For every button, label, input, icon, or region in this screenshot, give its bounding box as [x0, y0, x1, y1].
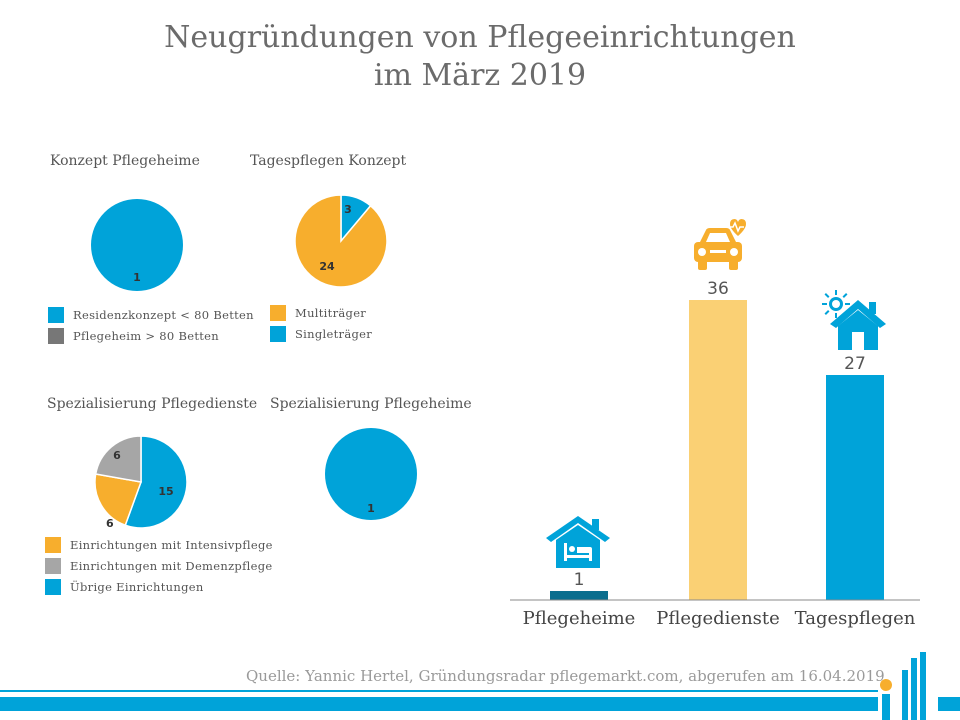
pie-slice [94, 473, 143, 527]
pie-slice-label: 24 [319, 260, 335, 273]
bar-category-label: Pflegedienste [656, 608, 780, 629]
bar [826, 375, 884, 600]
pie3-title: Spezialisierung Pflegedienste [47, 396, 258, 412]
pie-slice [294, 194, 388, 288]
pie1-chart: 1 [91, 199, 183, 291]
legend-label: Residenzkonzept < 80 Betten [73, 307, 254, 322]
pie1-title: Konzept Pflegeheime [50, 153, 200, 169]
pie3-chart: 15 6 [94, 435, 188, 529]
house-sun-icon [822, 290, 886, 350]
footer-line [0, 690, 880, 692]
pie-slice-label: 1 [367, 502, 375, 515]
pie1-legend-item: Pflegeheim > 80 Betten [48, 325, 254, 346]
pie3-legend-item: Einrichtungen mit Demenzpflege [45, 555, 273, 576]
pie3-legend-item: Einrichtungen mit Intensivpflege [45, 534, 273, 555]
bar [550, 591, 608, 600]
source-note: Quelle: Yannic Hertel, Gründungsradar pf… [246, 667, 885, 685]
legend-label: Einrichtungen mit Demenzpflege [70, 558, 273, 573]
legend-label: Multiträger [295, 305, 367, 320]
car-heart-icon [694, 219, 746, 270]
bar-value-label: 27 [844, 354, 866, 374]
legend-label: Übrige Einrichtungen [70, 579, 204, 594]
logo-icon [878, 652, 938, 720]
pie-slice-label: 15 [158, 485, 173, 498]
pie-slice [91, 199, 183, 291]
pie4-chart: 1 [325, 428, 417, 520]
pie3-outside-label: 6 [106, 517, 114, 530]
pie2-title: Tagespflegen Konzept [250, 153, 407, 169]
pie2-legend-item: Singleträger [270, 323, 372, 344]
legend-label: Singleträger [295, 326, 373, 341]
pie-slice-label: 3 [344, 203, 352, 216]
bar-category-label: Pflegeheime [523, 608, 636, 629]
footer-bar [0, 697, 960, 711]
pie-slice-label: 1 [133, 271, 141, 284]
pie2-legend-item: Multiträger [270, 302, 372, 323]
pie2-legend: Multiträger Singleträger [270, 302, 372, 344]
chart-title-line2: im März 2019 [373, 58, 587, 93]
pie4-title: Spezialisierung Pflegeheime [270, 396, 472, 412]
legend-label: Einrichtungen mit Intensivpflege [70, 537, 273, 552]
pie-slice [94, 435, 142, 483]
chart-title-line1: Neugründungen von Pflegeeinrichtungen [164, 20, 796, 55]
bar-value-label: 36 [707, 279, 729, 299]
pie1-legend: Residenzkonzept < 80 Betten Pflegeheim >… [48, 304, 254, 346]
pie3-legend-item: Übrige Einrichtungen [45, 576, 273, 597]
pie1-legend-item: Residenzkonzept < 80 Betten [48, 304, 254, 325]
pie-slice [124, 435, 188, 529]
bar [689, 300, 747, 600]
pie3-legend: Einrichtungen mit Intensivpflege Einrich… [45, 534, 273, 597]
bar-value-label: 1 [574, 570, 585, 590]
bar-category-label: Tagespflegen [795, 608, 916, 629]
bar-chart: 1 Pflegeheime 36 Pflegedienste 27 Tagespflege… [510, 279, 920, 629]
pie-slice-label: 6 [113, 449, 121, 462]
house-bed-icon [546, 516, 610, 568]
pie-slice [325, 428, 417, 520]
legend-label: Pflegeheim > 80 Betten [73, 328, 219, 343]
pie2-chart: 3 24 [294, 194, 388, 288]
